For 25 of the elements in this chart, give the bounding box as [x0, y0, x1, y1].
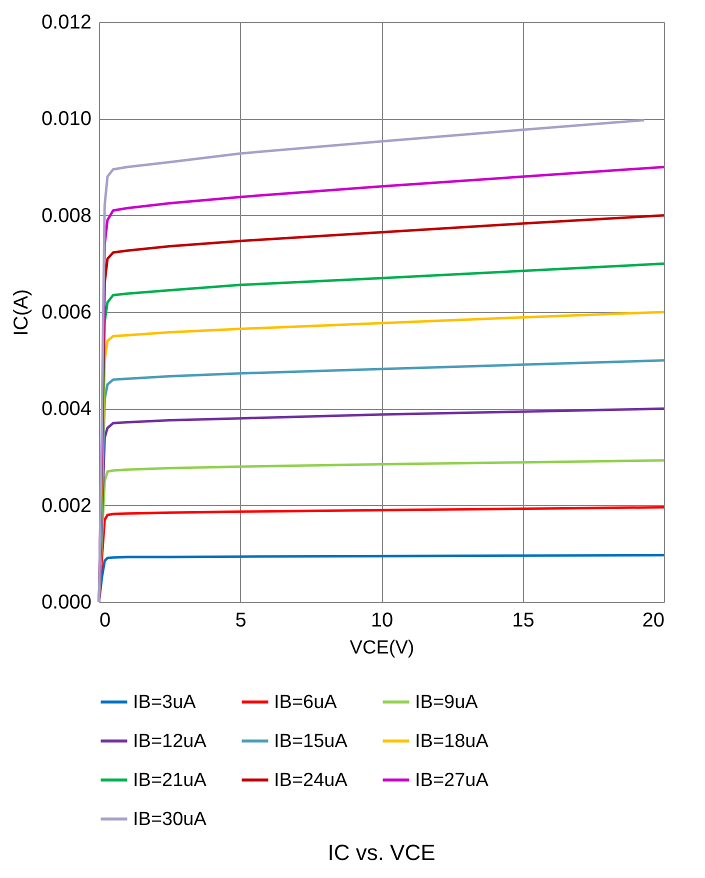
y-tick-label: 0.000 [41, 592, 92, 614]
legend-label: IB=30uA [133, 809, 207, 830]
y-axis-title: IC(A) [10, 289, 32, 336]
y-tick-label: 0.002 [41, 494, 92, 517]
x-tick-label: 15 [512, 610, 534, 632]
legend-label: IB=3uA [133, 692, 196, 713]
legend-label: IB=24uA [274, 770, 348, 791]
text: IC vs. VCE [328, 840, 436, 865]
x-axis-title: VCE(V) [350, 638, 414, 658]
x-tick-label: 5 [235, 610, 246, 632]
legend-label: IB=18uA [415, 731, 489, 752]
y-tick-label: 0.012 [41, 12, 92, 34]
legend-label: IB=9uA [415, 692, 478, 713]
x-tick-label: 10 [370, 610, 394, 632]
legend-label: IB=12uA [133, 731, 207, 752]
y-tick-label: 0.008 [41, 204, 92, 227]
x-tick-label: 20 [642, 610, 664, 632]
y-tick-label: 0.010 [41, 108, 92, 130]
y-tick-label: 0.004 [41, 398, 92, 420]
y-tick-label: 0.006 [41, 302, 92, 324]
x-tick-label: 0 [100, 610, 111, 632]
legend-label: IB=6uA [274, 692, 338, 713]
legend-label: IB=27uA [415, 770, 489, 791]
legend-label: IB=15uA [274, 731, 348, 752]
legend-label: IB=21uA [133, 770, 207, 791]
